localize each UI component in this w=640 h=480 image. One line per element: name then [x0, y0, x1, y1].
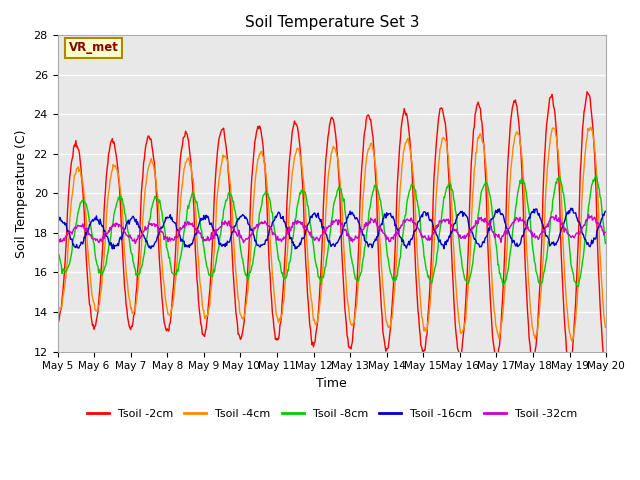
- Tsoil -4cm: [205, 308, 212, 313]
- Line: Tsoil -8cm: Tsoil -8cm: [58, 176, 605, 287]
- Tsoil -16cm: [54, 218, 61, 224]
- Tsoil -4cm: [398, 164, 406, 169]
- Tsoil -32cm: [177, 225, 184, 230]
- X-axis label: Time: Time: [316, 377, 348, 390]
- Tsoil -2cm: [398, 119, 406, 125]
- Tsoil -8cm: [120, 202, 127, 208]
- Tsoil -8cm: [602, 240, 609, 246]
- Tsoil -4cm: [54, 301, 61, 307]
- Tsoil -4cm: [602, 324, 609, 330]
- Tsoil -32cm: [63, 231, 71, 237]
- Tsoil -32cm: [602, 229, 609, 235]
- Y-axis label: Soil Temperature (C): Soil Temperature (C): [15, 129, 28, 258]
- Tsoil -32cm: [205, 238, 213, 244]
- Tsoil -32cm: [585, 212, 593, 217]
- Tsoil -2cm: [414, 307, 422, 312]
- Tsoil -16cm: [205, 215, 212, 220]
- Tsoil -4cm: [568, 338, 575, 344]
- Tsoil -32cm: [131, 240, 139, 246]
- Text: VR_met: VR_met: [68, 41, 118, 54]
- Tsoil -16cm: [175, 231, 183, 237]
- Tsoil -32cm: [120, 228, 127, 233]
- Tsoil -16cm: [399, 237, 406, 242]
- Legend: Tsoil -2cm, Tsoil -4cm, Tsoil -8cm, Tsoil -16cm, Tsoil -32cm: Tsoil -2cm, Tsoil -4cm, Tsoil -8cm, Tsoi…: [83, 405, 581, 423]
- Tsoil -8cm: [593, 173, 600, 179]
- Line: Tsoil -16cm: Tsoil -16cm: [58, 208, 605, 249]
- Title: Soil Temperature Set 3: Soil Temperature Set 3: [244, 15, 419, 30]
- Tsoil -2cm: [175, 170, 183, 176]
- Tsoil -32cm: [399, 221, 406, 227]
- Tsoil -2cm: [63, 210, 71, 216]
- Line: Tsoil -32cm: Tsoil -32cm: [58, 215, 605, 243]
- Tsoil -2cm: [566, 365, 573, 371]
- Tsoil -16cm: [602, 208, 609, 214]
- Tsoil -32cm: [415, 226, 422, 231]
- Tsoil -2cm: [120, 272, 127, 277]
- Tsoil -8cm: [574, 284, 582, 289]
- Tsoil -2cm: [205, 302, 212, 308]
- Tsoil -8cm: [63, 265, 71, 271]
- Tsoil -2cm: [54, 318, 61, 324]
- Tsoil -32cm: [54, 238, 61, 243]
- Tsoil -4cm: [63, 257, 71, 263]
- Tsoil -16cm: [567, 205, 575, 211]
- Tsoil -4cm: [414, 263, 422, 268]
- Tsoil -8cm: [414, 203, 422, 209]
- Tsoil -2cm: [602, 364, 609, 370]
- Tsoil -8cm: [205, 270, 212, 276]
- Tsoil -8cm: [54, 245, 61, 251]
- Tsoil -2cm: [583, 89, 591, 95]
- Tsoil -4cm: [120, 237, 127, 243]
- Tsoil -4cm: [175, 212, 183, 218]
- Tsoil -8cm: [175, 259, 183, 264]
- Line: Tsoil -2cm: Tsoil -2cm: [58, 92, 605, 368]
- Tsoil -16cm: [415, 218, 422, 224]
- Tsoil -8cm: [398, 241, 406, 247]
- Tsoil -16cm: [120, 228, 127, 233]
- Tsoil -4cm: [587, 124, 595, 130]
- Line: Tsoil -4cm: Tsoil -4cm: [58, 127, 605, 341]
- Tsoil -16cm: [291, 246, 299, 252]
- Tsoil -16cm: [63, 229, 71, 235]
